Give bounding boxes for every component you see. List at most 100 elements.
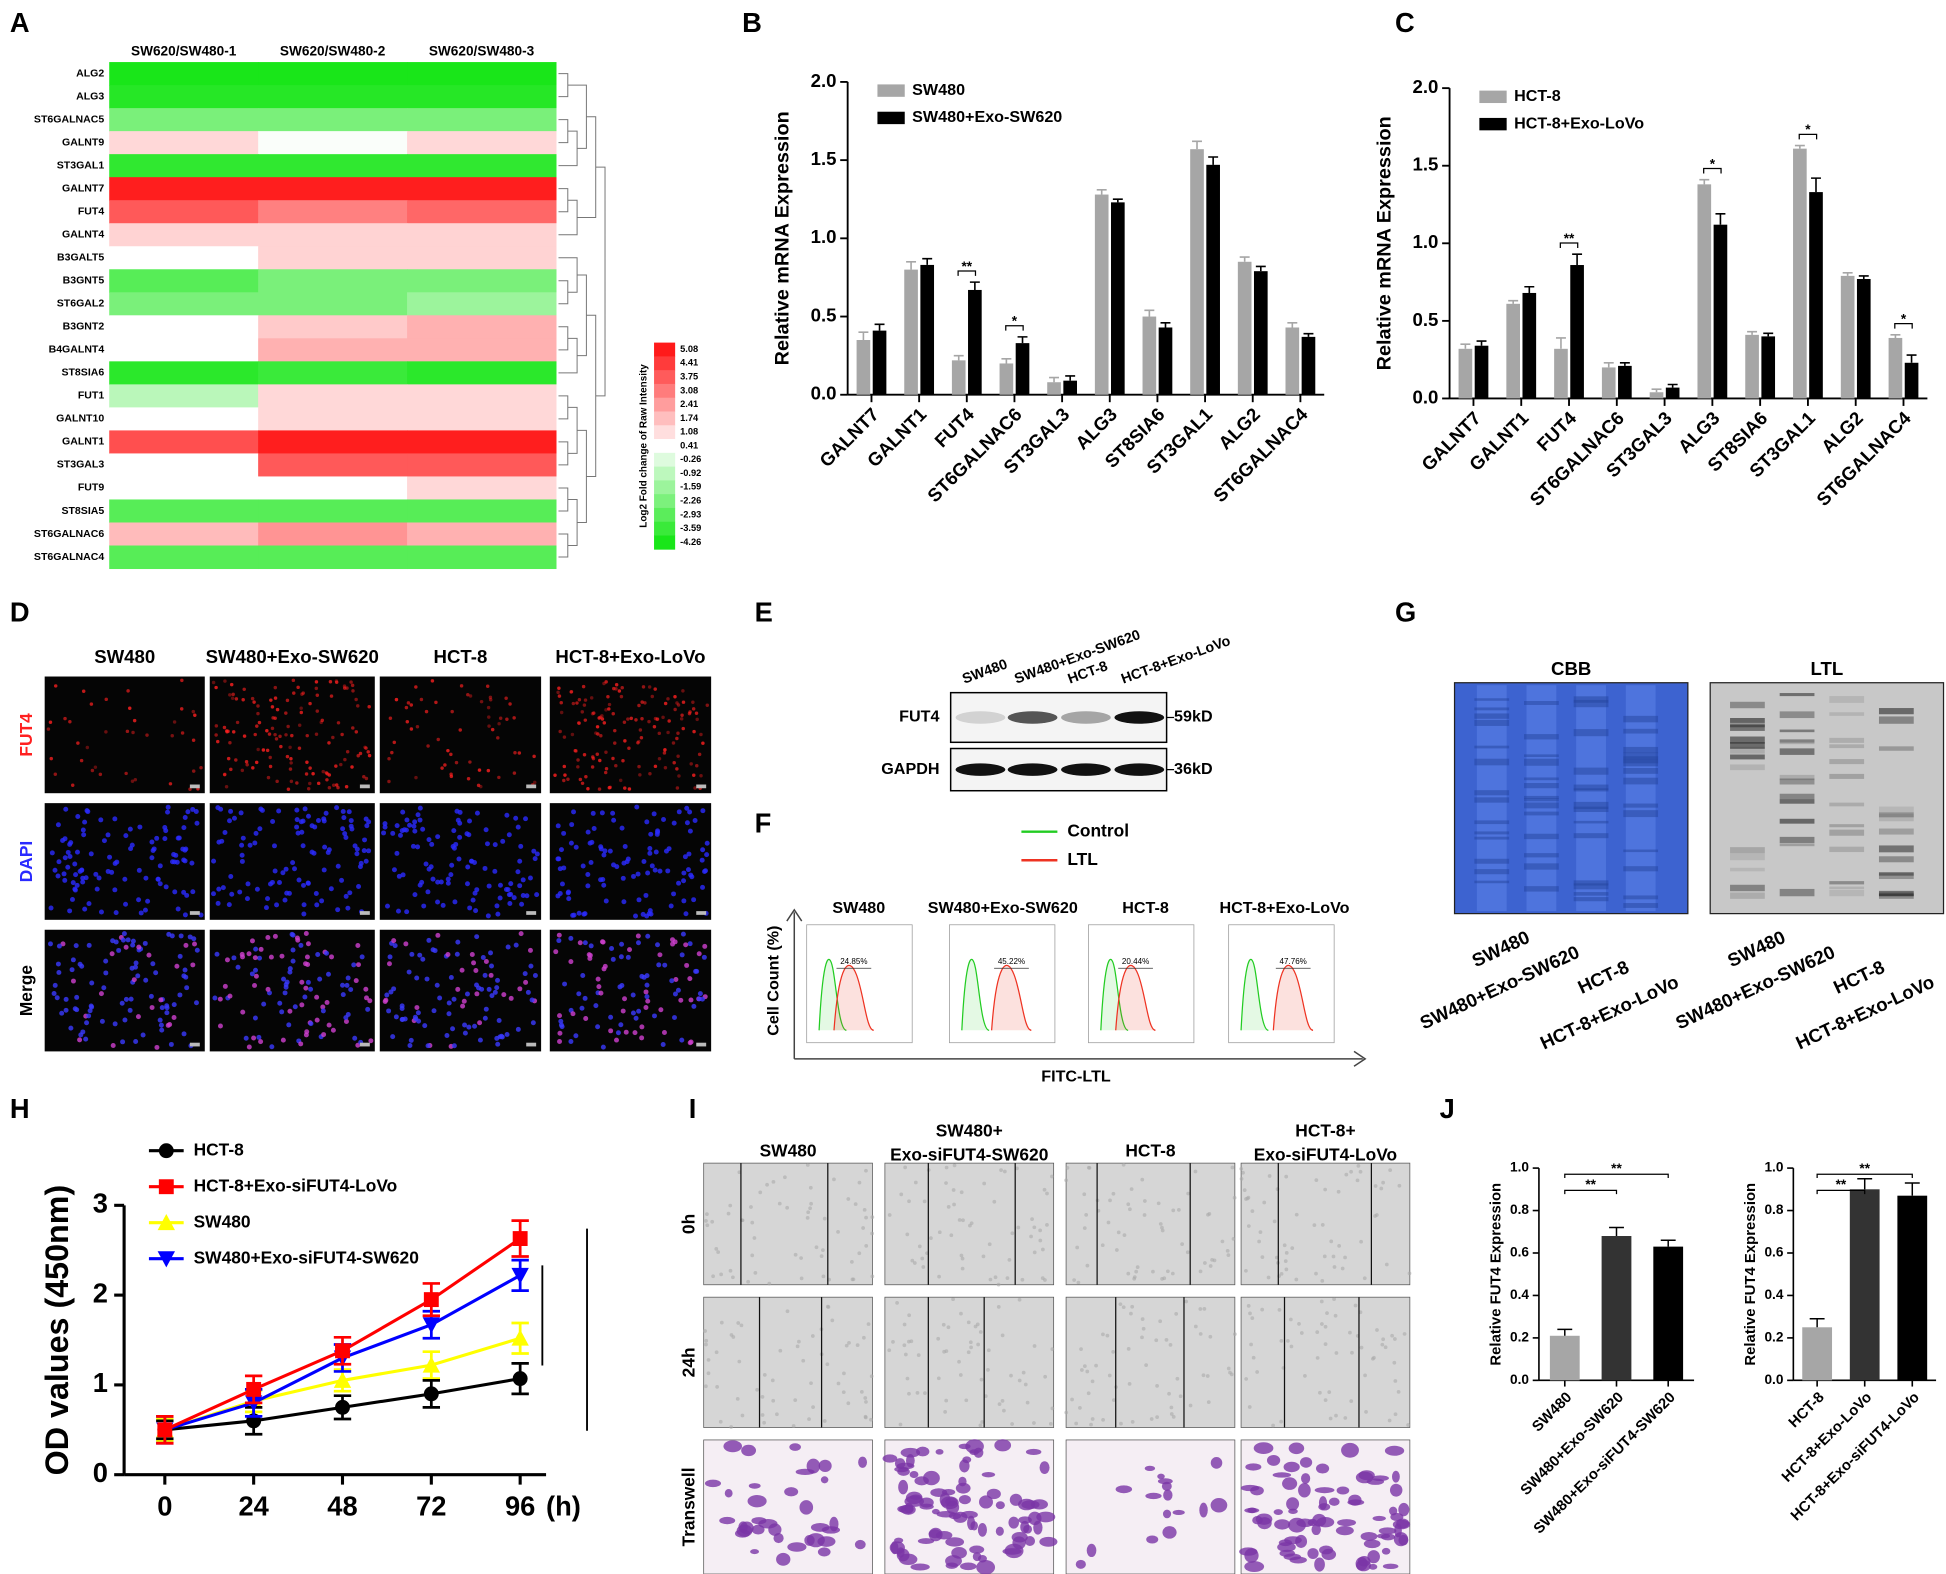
error-bar xyxy=(1255,265,1266,272)
cell xyxy=(112,1021,118,1027)
cell xyxy=(316,781,321,786)
cell xyxy=(580,863,586,869)
cell xyxy=(1140,1317,1145,1321)
plot-frame xyxy=(949,924,1056,1044)
cell xyxy=(638,728,643,732)
cell xyxy=(645,998,651,1004)
gel-band xyxy=(1573,880,1609,886)
cell xyxy=(680,931,686,937)
cell xyxy=(903,1352,908,1357)
cell xyxy=(996,1305,1001,1309)
cell xyxy=(72,886,78,892)
gel-band xyxy=(1779,711,1815,719)
cell xyxy=(573,844,579,850)
cell xyxy=(1158,1222,1163,1226)
cell xyxy=(1043,1374,1048,1379)
cell xyxy=(571,809,577,815)
bar xyxy=(1570,265,1584,399)
colorbar-label: -4.26 xyxy=(680,537,701,547)
cell xyxy=(407,822,413,828)
cell xyxy=(1082,1226,1087,1230)
legend-swatch xyxy=(877,111,905,125)
cell xyxy=(600,717,605,721)
cell xyxy=(655,828,661,834)
error-bar xyxy=(1476,340,1487,346)
cell xyxy=(143,875,149,881)
cell xyxy=(345,686,349,690)
cell xyxy=(1009,1373,1013,1378)
cell xyxy=(362,774,366,779)
cell xyxy=(124,771,128,776)
y-axis-label: Cell Count (%) xyxy=(765,926,783,1036)
cell xyxy=(252,982,258,988)
cell xyxy=(1402,1332,1407,1336)
cell xyxy=(272,933,278,939)
cell xyxy=(477,768,482,772)
heat-cell xyxy=(258,338,408,362)
cell xyxy=(302,806,308,812)
cell xyxy=(561,830,567,836)
cell xyxy=(679,952,685,958)
cell xyxy=(326,847,332,853)
cell xyxy=(1075,1245,1080,1250)
cell xyxy=(700,884,706,890)
gel-band xyxy=(1829,829,1865,836)
heat-cell xyxy=(407,499,557,523)
cell xyxy=(579,1005,585,1011)
colorbar-title: Log2 Fold change of Raw Intensity xyxy=(639,364,650,528)
cell xyxy=(681,726,685,731)
cell xyxy=(1155,1415,1159,1420)
cell xyxy=(1358,1169,1363,1174)
cell xyxy=(728,1268,733,1273)
cell xyxy=(257,826,263,832)
column-label: SW620/SW480-2 xyxy=(280,44,386,59)
cell xyxy=(585,872,591,877)
bar xyxy=(1554,348,1568,399)
cell xyxy=(850,1259,854,1264)
cell xyxy=(55,961,61,967)
cell xyxy=(252,840,258,846)
cell xyxy=(265,896,271,902)
error-bar xyxy=(874,323,885,331)
cell xyxy=(1239,1166,1244,1171)
cell xyxy=(1343,1255,1347,1260)
cell xyxy=(946,1205,951,1209)
cell xyxy=(239,852,245,858)
cell xyxy=(619,694,624,699)
cell xyxy=(576,991,582,997)
cell xyxy=(419,697,424,702)
cell xyxy=(256,1034,262,1040)
bar xyxy=(1849,1189,1880,1381)
cell xyxy=(652,1013,657,1019)
cell xyxy=(1041,1247,1045,1252)
cell xyxy=(426,837,432,843)
cell xyxy=(324,771,329,775)
gel-band xyxy=(1730,764,1765,771)
cell xyxy=(1220,1239,1225,1244)
micrograph-bg xyxy=(379,676,542,794)
significance-label: * xyxy=(1805,122,1811,137)
cell xyxy=(247,842,253,848)
gel-band xyxy=(1779,739,1815,743)
cell xyxy=(286,724,290,729)
cell xyxy=(191,769,196,773)
cell xyxy=(230,696,235,700)
cell xyxy=(294,817,300,823)
cell xyxy=(922,1199,927,1204)
cell xyxy=(446,1011,452,1017)
heat-cell xyxy=(258,499,408,523)
cell xyxy=(1288,1317,1293,1322)
cell xyxy=(675,767,679,771)
cell xyxy=(278,734,282,739)
micrograph xyxy=(549,676,712,794)
cell xyxy=(356,754,360,758)
cell xyxy=(1244,1548,1259,1563)
cell xyxy=(1121,1305,1126,1310)
gel xyxy=(1453,682,1689,915)
cell xyxy=(522,971,528,977)
cell xyxy=(54,995,60,1001)
colorbar-label: 1.74 xyxy=(680,413,699,423)
heat-cell xyxy=(109,499,259,523)
cell xyxy=(666,730,670,735)
cell xyxy=(342,684,347,688)
